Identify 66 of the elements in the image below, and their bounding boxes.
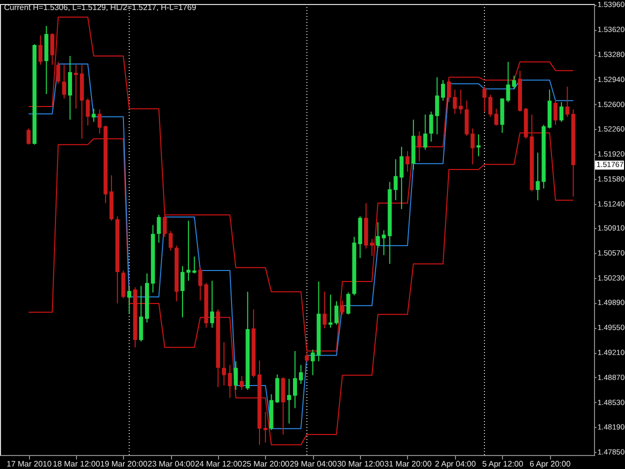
candlestick — [370, 238, 374, 256]
x-tick-label: 2 Apr 04:00 — [434, 460, 476, 468]
x-tick-label: 25 Mar 20:00 — [242, 460, 290, 468]
x-tick-label: 31 Mar 20:00 — [384, 460, 432, 468]
candlestick — [234, 360, 238, 390]
x-tick-label: 6 Apr 20:00 — [530, 460, 572, 468]
candlestick — [512, 75, 516, 90]
candlestick — [452, 89, 457, 114]
candlestick — [476, 134, 481, 157]
x-tick-label: 23 Mar 04:00 — [148, 460, 196, 468]
candlestick — [127, 285, 132, 314]
candlestick — [394, 158, 398, 201]
x-tick-label: 29 Mar 04:00 — [290, 460, 338, 468]
x-tick-label: 17 Mar 2010 — [6, 460, 52, 468]
candlestick — [470, 128, 475, 165]
candlestick — [139, 285, 144, 342]
candlestick — [26, 128, 31, 146]
line-series — [28, 64, 574, 430]
candlestick — [559, 102, 564, 122]
candlestick — [334, 300, 338, 326]
candlestick — [458, 89, 463, 114]
candlestick — [50, 32, 54, 66]
candlestick — [222, 342, 226, 386]
x-tick-label: 19 Mar 20:00 — [100, 460, 148, 468]
candlestick — [228, 364, 232, 398]
candlestick — [429, 111, 434, 142]
candlestick — [506, 61, 510, 103]
candlestick — [423, 114, 428, 150]
candlestick — [494, 108, 498, 126]
candlestick — [435, 76, 440, 135]
annotation: Current H=1.5306, L=1.5129, HL/2=1.5217, H-L=1769 — [4, 3, 197, 12]
candlestick — [565, 86, 570, 118]
x-tick-label: 18 Mar 12:00 — [52, 460, 101, 468]
candlestick — [68, 55, 72, 120]
x-tick-label: 30 Mar 12:00 — [337, 460, 385, 468]
x-tick-label: 5 Apr 12:00 — [482, 460, 524, 468]
candlestick — [328, 294, 333, 328]
candlestick — [482, 86, 486, 112]
candlestick — [180, 266, 185, 318]
candlestick — [554, 99, 558, 126]
candlestick — [86, 98, 90, 126]
candlestick — [38, 34, 42, 66]
candlestick — [240, 375, 244, 390]
candlestick — [62, 64, 66, 99]
candlestick — [488, 94, 492, 118]
candlestick — [156, 214, 161, 244]
candlestick — [322, 291, 327, 329]
candlestick — [340, 300, 344, 315]
candlestick — [417, 130, 422, 162]
candlestick — [400, 146, 404, 210]
candlestick — [56, 61, 60, 84]
candlestick — [536, 152, 540, 201]
candlestick — [192, 256, 196, 274]
candlestick — [293, 350, 298, 409]
candlestick — [346, 292, 350, 315]
candlestick — [210, 280, 214, 328]
candlestick — [74, 64, 78, 110]
candlestick — [376, 222, 380, 248]
candlestick — [98, 108, 102, 134]
candlestick — [406, 150, 410, 172]
x-tick-label: 24 Mar 12:00 — [194, 460, 243, 468]
candlestick — [446, 80, 451, 103]
candlestick — [287, 378, 292, 424]
candlestick — [298, 364, 303, 384]
candlestick — [441, 80, 446, 102]
candlestick — [92, 108, 96, 122]
